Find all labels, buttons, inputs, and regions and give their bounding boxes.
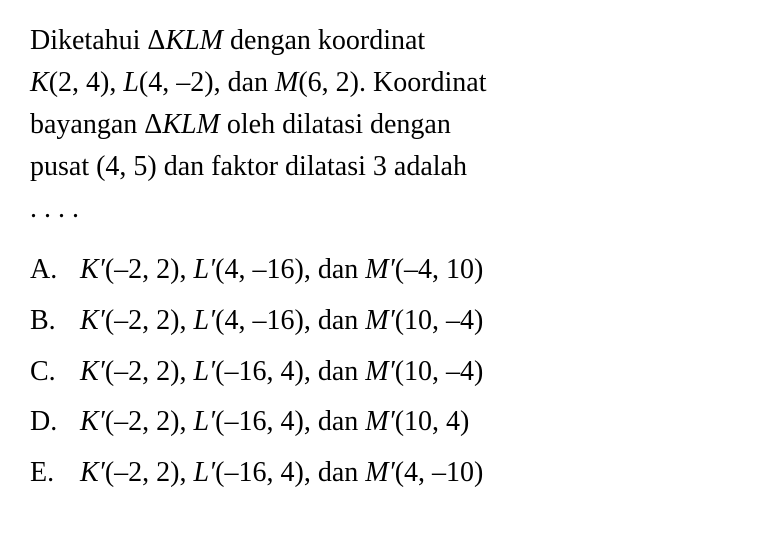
var-m-prime: M′ xyxy=(365,305,394,336)
question-line-4: pusat (4, 5) dan faktor dilatasi 3 adala… xyxy=(30,146,752,188)
question-line-3: bayangan ΔKLM oleh dilatasi dengan xyxy=(30,104,752,146)
option-a: A. K′(–2, 2), L′(4, –16), dan M′(–4, 10) xyxy=(30,248,752,293)
option-label-a: A. xyxy=(30,248,80,293)
var-m-prime: M′ xyxy=(365,457,394,488)
coord-m: (6, 2). Koordinat xyxy=(298,67,486,98)
coord-m: (10, –4) xyxy=(395,305,484,336)
option-e: E. K′(–2, 2), L′(–16, 4), dan M′(4, –10) xyxy=(30,451,752,496)
option-label-d: D. xyxy=(30,400,80,445)
coord-m: (–4, 10) xyxy=(395,254,484,285)
question-line-1: Diketahui ΔKLM dengan koordinat xyxy=(30,20,752,62)
klm-text: KLM xyxy=(165,25,223,56)
coord-m: (10, 4) xyxy=(395,406,470,437)
var-l-prime: L′ xyxy=(193,457,215,488)
var-k-prime: K′ xyxy=(80,356,105,387)
coord-l: (–16, 4), dan xyxy=(215,356,365,387)
text-post: dengan koordinat xyxy=(223,25,425,56)
var-k-prime: K′ xyxy=(80,305,105,336)
var-k: K xyxy=(30,67,49,98)
coord-m: (4, –10) xyxy=(395,457,484,488)
option-d: D. K′(–2, 2), L′(–16, 4), dan M′(10, 4) xyxy=(30,400,752,445)
klm-text: KLM xyxy=(162,109,220,140)
question-text: Diketahui ΔKLM dengan koordinat K(2, 4),… xyxy=(30,20,752,230)
option-label-b: B. xyxy=(30,299,80,344)
option-c: C. K′(–2, 2), L′(–16, 4), dan M′(10, –4) xyxy=(30,350,752,395)
coord-l: (4, –2), dan xyxy=(139,67,275,98)
coord-l: (–16, 4), dan xyxy=(215,406,365,437)
coord-k: (–2, 2), xyxy=(105,406,194,437)
var-m-prime: M′ xyxy=(365,406,394,437)
coord-k: (–2, 2), xyxy=(105,305,194,336)
coord-l: (–16, 4), dan xyxy=(215,457,365,488)
option-b: B. K′(–2, 2), L′(4, –16), dan M′(10, –4) xyxy=(30,299,752,344)
var-l: L xyxy=(123,67,139,98)
options-list: A. K′(–2, 2), L′(4, –16), dan M′(–4, 10)… xyxy=(30,248,752,496)
var-k-prime: K′ xyxy=(80,406,105,437)
var-m: M xyxy=(275,67,298,98)
var-m-prime: M′ xyxy=(365,356,394,387)
delta-symbol: Δ xyxy=(147,25,165,56)
text-pre: Diketahui xyxy=(30,25,147,56)
option-label-c: C. xyxy=(30,350,80,395)
coord-m: (10, –4) xyxy=(395,356,484,387)
delta-symbol: Δ xyxy=(144,109,162,140)
var-m-prime: M′ xyxy=(365,254,394,285)
coord-k: (–2, 2), xyxy=(105,457,194,488)
option-content-e: K′(–2, 2), L′(–16, 4), dan M′(4, –10) xyxy=(80,451,483,496)
option-label-e: E. xyxy=(30,451,80,496)
coord-k: (–2, 2), xyxy=(105,356,194,387)
question-line-2: K(2, 4), L(4, –2), dan M(6, 2). Koordina… xyxy=(30,62,752,104)
coord-k: (2, 4), xyxy=(49,67,124,98)
var-l-prime: L′ xyxy=(193,305,215,336)
question-line-5: . . . . xyxy=(30,188,752,230)
text-pre: bayangan xyxy=(30,109,144,140)
var-l-prime: L′ xyxy=(193,406,215,437)
option-content-b: K′(–2, 2), L′(4, –16), dan M′(10, –4) xyxy=(80,299,483,344)
var-k-prime: K′ xyxy=(80,457,105,488)
var-l-prime: L′ xyxy=(193,254,215,285)
coord-l: (4, –16), dan xyxy=(215,254,365,285)
var-k-prime: K′ xyxy=(80,254,105,285)
option-content-a: K′(–2, 2), L′(4, –16), dan M′(–4, 10) xyxy=(80,248,483,293)
coord-l: (4, –16), dan xyxy=(215,305,365,336)
coord-k: (–2, 2), xyxy=(105,254,194,285)
option-content-d: K′(–2, 2), L′(–16, 4), dan M′(10, 4) xyxy=(80,400,469,445)
var-l-prime: L′ xyxy=(193,356,215,387)
option-content-c: K′(–2, 2), L′(–16, 4), dan M′(10, –4) xyxy=(80,350,483,395)
text-post: oleh dilatasi dengan xyxy=(220,109,451,140)
